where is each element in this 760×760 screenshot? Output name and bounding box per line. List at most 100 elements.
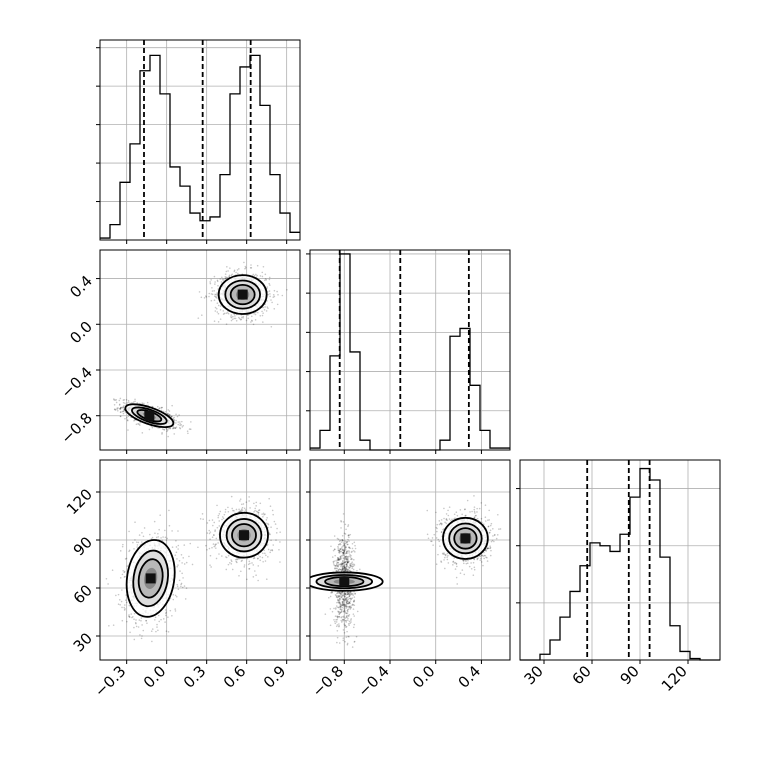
sample-point bbox=[208, 295, 210, 298]
x-tick-label: 60 bbox=[569, 662, 595, 688]
sample-point bbox=[345, 596, 348, 599]
sample-point bbox=[173, 419, 176, 421]
sample-point bbox=[157, 614, 160, 617]
sample-point bbox=[125, 594, 127, 596]
sample-point bbox=[135, 423, 138, 426]
sample-point bbox=[237, 557, 240, 560]
sample-point bbox=[350, 557, 353, 560]
sample-point bbox=[347, 614, 349, 617]
sample-point bbox=[489, 529, 492, 532]
sample-point bbox=[345, 552, 348, 554]
sample-point bbox=[341, 551, 344, 554]
sample-point bbox=[345, 615, 348, 617]
sample-point bbox=[339, 550, 342, 553]
sample-point bbox=[242, 317, 244, 319]
sample-point bbox=[345, 603, 348, 605]
sample-point bbox=[343, 603, 345, 606]
sample-point bbox=[267, 556, 269, 558]
sample-point bbox=[268, 497, 270, 500]
sample-point bbox=[344, 598, 347, 600]
sample-point bbox=[185, 561, 188, 564]
sample-point bbox=[340, 592, 343, 594]
sample-point bbox=[344, 595, 346, 598]
sample-point bbox=[171, 404, 173, 407]
sample-point bbox=[485, 549, 487, 551]
sample-point bbox=[223, 312, 226, 315]
sample-point bbox=[116, 408, 118, 411]
sample-point bbox=[126, 419, 129, 422]
sample-point bbox=[341, 601, 344, 603]
sample-point bbox=[348, 595, 351, 598]
sample-point bbox=[339, 558, 341, 561]
sample-point bbox=[230, 274, 233, 277]
sample-point bbox=[345, 567, 348, 569]
sample-point bbox=[184, 598, 187, 600]
sample-point bbox=[250, 315, 253, 318]
sample-point bbox=[173, 420, 176, 422]
sample-point bbox=[232, 509, 234, 512]
sample-point bbox=[479, 557, 482, 560]
sample-point bbox=[181, 426, 184, 428]
sample-point bbox=[346, 561, 349, 564]
sample-point bbox=[171, 415, 173, 418]
sample-point bbox=[347, 593, 350, 595]
sample-point bbox=[122, 399, 125, 401]
sample-point bbox=[338, 642, 341, 644]
sample-point bbox=[112, 624, 115, 626]
sample-point bbox=[150, 630, 153, 632]
sample-point bbox=[337, 559, 340, 561]
sample-point bbox=[126, 419, 129, 421]
sample-point bbox=[342, 568, 345, 571]
sample-point bbox=[243, 566, 246, 568]
sample-point bbox=[334, 594, 337, 596]
sample-point bbox=[166, 430, 168, 433]
sample-point bbox=[219, 510, 222, 513]
sample-point bbox=[266, 286, 269, 288]
sample-point bbox=[215, 557, 218, 560]
sample-point bbox=[160, 406, 163, 409]
sample-point bbox=[354, 547, 357, 550]
sample-point bbox=[146, 401, 149, 404]
sample-point bbox=[241, 506, 244, 509]
sample-point bbox=[344, 592, 346, 595]
sample-point bbox=[134, 400, 136, 403]
axes-frame bbox=[99, 249, 301, 451]
sample-point bbox=[341, 598, 344, 600]
sample-point bbox=[346, 560, 349, 562]
sample-point bbox=[347, 558, 349, 560]
sample-point bbox=[345, 612, 348, 614]
sample-point bbox=[342, 560, 344, 562]
sample-point bbox=[141, 624, 143, 626]
sample-point bbox=[142, 629, 145, 632]
sample-point bbox=[337, 564, 340, 567]
sample-point bbox=[277, 293, 279, 296]
sample-point bbox=[128, 615, 130, 618]
sample-point bbox=[348, 624, 350, 627]
sample-point bbox=[340, 611, 342, 613]
sample-point bbox=[164, 614, 167, 617]
sample-point bbox=[344, 617, 347, 619]
sample-point bbox=[341, 594, 343, 597]
sample-point bbox=[217, 321, 220, 323]
sample-point bbox=[343, 565, 346, 568]
sample-point bbox=[344, 605, 347, 608]
sample-point bbox=[340, 621, 343, 623]
sample-point bbox=[337, 599, 339, 602]
sample-point bbox=[169, 427, 172, 430]
sample-point bbox=[183, 563, 186, 565]
sample-point bbox=[351, 550, 353, 553]
sample-point bbox=[215, 293, 218, 296]
sample-point bbox=[251, 562, 253, 564]
sample-point bbox=[339, 605, 342, 607]
sample-point bbox=[337, 616, 340, 618]
sample-point bbox=[216, 526, 219, 529]
sample-point bbox=[122, 410, 125, 413]
sample-point bbox=[186, 430, 189, 433]
sample-point bbox=[167, 616, 169, 618]
sample-point bbox=[349, 600, 352, 602]
sample-point bbox=[214, 306, 217, 309]
sample-point bbox=[473, 516, 476, 519]
sample-point bbox=[331, 610, 334, 613]
sample-point bbox=[132, 541, 134, 544]
